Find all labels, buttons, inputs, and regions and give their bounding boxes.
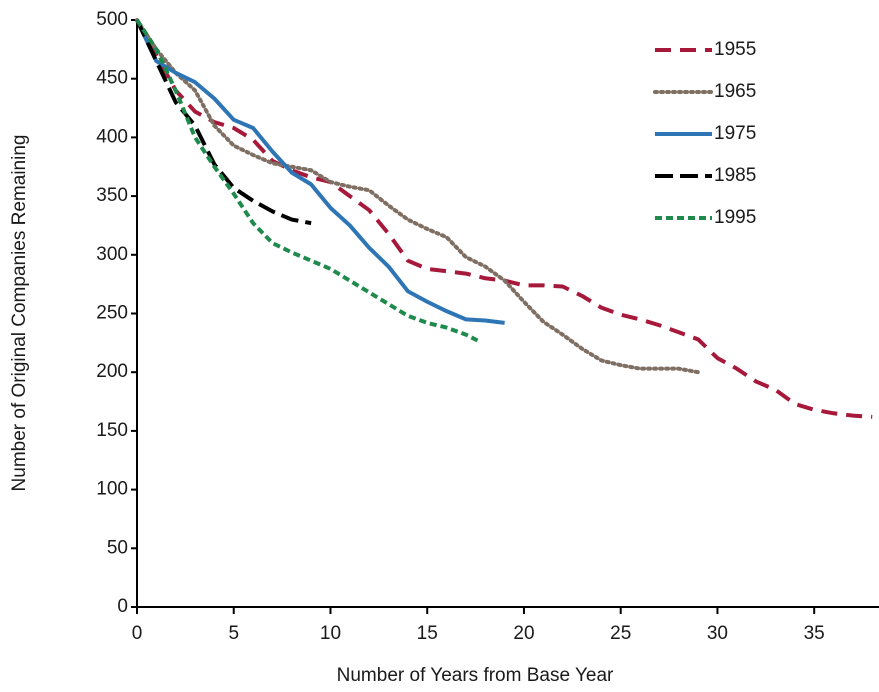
y-tick-label: 150 (96, 420, 128, 441)
y-tick-label: 0 (117, 596, 128, 617)
y-tick-label: 400 (96, 126, 128, 147)
x-tick-label: 35 (804, 623, 825, 644)
x-tick-label: 0 (132, 623, 143, 644)
x-axis-title: Number of Years from Base Year (337, 665, 614, 686)
legend-label: 1975 (714, 123, 756, 144)
y-tick-label: 250 (96, 303, 128, 324)
series-line (135, 19, 873, 419)
y-tick-label: 350 (96, 185, 128, 206)
x-tick-label: 5 (228, 623, 239, 644)
y-tick-label: 200 (96, 361, 128, 382)
series-line (135, 18, 701, 375)
y-tick-label: 300 (96, 244, 128, 265)
y-tick-label: 500 (96, 9, 128, 30)
legend-label: 1965 (714, 81, 756, 102)
y-tick-label: 450 (96, 68, 128, 89)
x-tick-label: 15 (417, 623, 438, 644)
x-tick-label: 20 (513, 623, 534, 644)
y-tick-label: 100 (96, 479, 128, 500)
y-axis-title: Number of Original Companies Remaining (9, 135, 30, 492)
x-tick-label: 25 (610, 623, 631, 644)
legend-label: 1985 (714, 165, 756, 186)
y-tick-label: 50 (107, 537, 128, 558)
legend-label: 1995 (714, 207, 756, 228)
legend-label: 1955 (714, 39, 756, 60)
series-line (135, 19, 312, 226)
x-tick-label: 10 (320, 623, 341, 644)
series-line (135, 19, 505, 325)
x-tick-label: 30 (707, 623, 728, 644)
